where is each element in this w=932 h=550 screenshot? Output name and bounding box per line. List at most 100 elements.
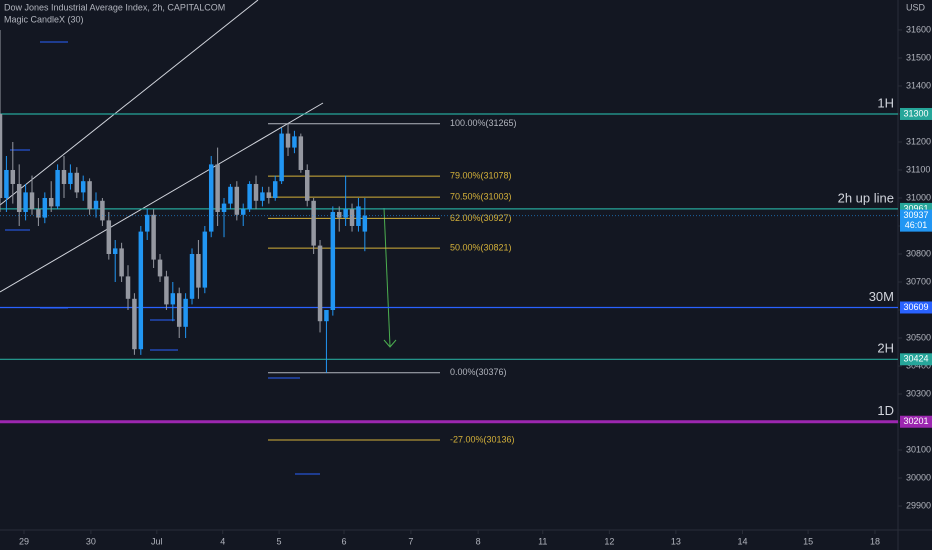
candle-body — [272, 181, 278, 198]
y-tick-label: 31200 — [906, 136, 931, 146]
x-tick-label: Jul — [151, 536, 163, 546]
y-tick-label: 30700 — [906, 276, 931, 286]
y-tick-label: 30300 — [906, 388, 931, 398]
candle-body — [48, 197, 54, 207]
candle-body — [151, 214, 156, 260]
last-price-bg — [900, 209, 932, 232]
candle-body — [61, 169, 67, 184]
candle-body — [234, 186, 240, 215]
candle-body — [4, 169, 9, 198]
candle-body — [356, 206, 361, 226]
y-tick-label: 30800 — [906, 248, 931, 258]
y-tick-label: 31500 — [906, 52, 931, 62]
candle-body — [311, 200, 316, 246]
candle-body — [170, 293, 176, 305]
projection-arrow-head — [383, 339, 397, 348]
x-tick-label: 15 — [803, 536, 813, 546]
x-tick-label: 6 — [342, 536, 347, 546]
candle-body — [362, 215, 368, 232]
y-tick-label: 30000 — [906, 472, 931, 482]
level-price: 30424 — [903, 354, 928, 364]
level-name: 1H — [877, 95, 894, 110]
candle-body — [42, 197, 48, 218]
y-tick-label: 30400 — [906, 360, 931, 370]
candle-body — [100, 200, 105, 221]
level-price: 31300 — [903, 108, 928, 118]
fib-label: 100.00%(31265) — [450, 118, 517, 128]
candle-body — [298, 136, 304, 170]
candle-body — [80, 181, 86, 193]
projection-arrow — [383, 207, 391, 347]
candle-body — [324, 310, 329, 322]
trend-line — [0, 102, 324, 293]
candle-body — [16, 183, 22, 212]
y-tick-label: 30500 — [906, 332, 931, 342]
x-tick-label: 14 — [737, 536, 747, 546]
level-price-bg — [900, 353, 932, 366]
fib-label: 50.00%(30821) — [450, 242, 512, 252]
candle-body — [183, 298, 188, 327]
candle-body — [138, 231, 144, 350]
x-tick-label: 29 — [19, 536, 29, 546]
candle-body — [292, 136, 297, 148]
candle-body — [202, 231, 208, 288]
level-name: 2h up line — [838, 190, 894, 205]
candle-body — [10, 169, 16, 184]
candle-body — [29, 192, 35, 210]
x-tick-label: 4 — [220, 536, 225, 546]
fib-label: 70.50%(31003) — [450, 192, 512, 202]
candle-body — [157, 259, 163, 277]
candle-body — [74, 172, 80, 193]
currency: USD — [906, 2, 926, 12]
last-price: 30937 — [903, 210, 928, 220]
x-tick-label: 30 — [86, 536, 96, 546]
level-price: 30961 — [903, 203, 928, 213]
candle-body — [23, 192, 28, 212]
x-tick-label: 18 — [870, 536, 880, 546]
candle-body — [240, 209, 246, 215]
candle-body — [55, 169, 60, 207]
y-tick-label: 29900 — [906, 500, 931, 510]
candle-body — [336, 211, 342, 218]
candle-body — [317, 245, 323, 322]
candle-body — [164, 276, 169, 305]
y-tick-label: 31400 — [906, 80, 931, 90]
fib-label: 0.00%(30376) — [450, 367, 507, 377]
candle-body — [279, 133, 284, 182]
candle-body — [132, 298, 137, 350]
candle-body — [125, 276, 131, 299]
y-tick-label: 31000 — [906, 192, 931, 202]
level-price-bg — [900, 301, 932, 314]
candle-body — [208, 164, 214, 232]
candle-body — [112, 248, 118, 254]
level-price: 30609 — [903, 302, 928, 312]
fib-label: 62.00%(30927) — [450, 213, 512, 223]
level-price: 30201 — [903, 416, 928, 426]
candle-body — [87, 181, 92, 210]
candle-body — [221, 203, 227, 212]
candle-body — [260, 192, 265, 201]
y-tick-label: 31100 — [906, 164, 930, 174]
candle-body — [285, 133, 291, 148]
x-tick-label: 5 — [277, 536, 282, 546]
trend-line — [0, 0, 259, 206]
x-tick-label: 8 — [476, 536, 481, 546]
countdown: 46:01 — [905, 220, 928, 230]
candle-body — [144, 214, 150, 232]
level-name: 1D — [877, 403, 894, 418]
x-tick-label: 12 — [604, 536, 614, 546]
candle-body — [119, 248, 124, 277]
y-tick-label: 31600 — [906, 24, 931, 34]
candle-body — [304, 169, 310, 201]
x-tick-label: 11 — [538, 536, 547, 546]
candle-body — [349, 209, 355, 226]
candle-body — [215, 164, 220, 212]
candle-body — [189, 253, 195, 299]
level-price-bg — [900, 415, 932, 428]
x-tick-label: 13 — [671, 536, 681, 546]
level-name: 2H — [877, 341, 894, 356]
candle-body — [93, 200, 99, 210]
fib-label: 79.00%(31078) — [450, 171, 512, 181]
